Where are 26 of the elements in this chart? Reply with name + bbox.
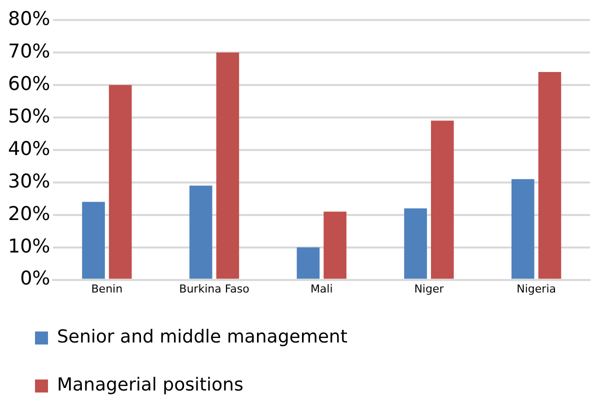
y-tick-label: 40% — [8, 138, 50, 160]
x-tick-label: Nigeria — [516, 282, 556, 296]
bar — [108, 84, 132, 279]
x-tick-label: Niger — [414, 282, 444, 296]
bar — [82, 202, 105, 279]
y-tick-label: 0% — [20, 268, 50, 290]
y-tick-label: 10% — [8, 235, 50, 258]
y-tick-label: 50% — [8, 105, 50, 128]
legend-label: Managerial positions — [57, 374, 244, 396]
bar — [430, 120, 454, 279]
bar — [296, 247, 320, 279]
y-tick-label: 20% — [8, 202, 50, 225]
bar — [189, 186, 212, 279]
bar — [216, 52, 240, 279]
y-tick-label: 70% — [8, 40, 50, 62]
legend-label: Senior and middle management — [57, 326, 348, 348]
y-tick-label: 30% — [8, 170, 50, 192]
bar — [512, 179, 534, 279]
x-tick-label: Benin — [91, 282, 123, 296]
bar — [404, 208, 427, 279]
y-tick-label: 60% — [8, 72, 50, 95]
bar — [538, 72, 562, 279]
bar — [324, 212, 346, 279]
y-tick-label: 80% — [8, 8, 50, 30]
x-tick-label: Burkina Faso — [179, 282, 250, 296]
x-tick-label: Mali — [310, 282, 333, 296]
